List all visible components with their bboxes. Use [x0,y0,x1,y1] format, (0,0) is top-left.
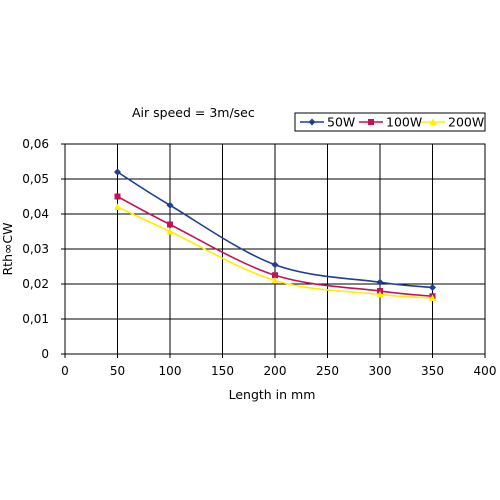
y-tick-label: 0,03 [22,242,49,256]
chart-annotation: Air speed = 3m/sec [132,105,255,120]
y-tick-label: 0 [41,347,49,361]
y-tick-label: 0,06 [22,137,49,151]
data-point [271,261,279,269]
data-point [167,221,173,228]
x-tick-label: 150 [211,364,234,378]
data-series [114,168,436,301]
data-point [376,278,384,286]
data-point [376,291,384,298]
x-tick-label: 200 [264,364,287,378]
legend: 50W 100W 200W [294,112,486,132]
y-tick-label: 0,02 [22,277,49,291]
plot-frame [64,143,486,355]
x-tick-label: 250 [316,364,339,378]
legend-marker [368,119,374,125]
legend-label: 50W [327,115,355,130]
data-point [271,277,279,284]
data-point [114,193,121,200]
x-axis-title: Length in mm [229,387,316,402]
legend-box [294,112,486,132]
data-point [114,168,121,176]
legend-label: 200W [448,115,484,130]
data-point [114,203,121,210]
y-axis-title: Rth∞CW [0,222,15,275]
legend-marker [308,118,316,126]
series-200W [114,203,436,301]
y-tick-label: 0,04 [22,207,49,221]
x-tick-label: 100 [159,364,182,378]
x-tick-label: 300 [369,364,392,378]
data-point [429,294,436,301]
grid [65,144,485,354]
legend-label: 100W [386,115,422,130]
series-50W [114,168,436,291]
y-tick-label: 0,01 [22,312,49,326]
legend-item-100W: 100W [359,115,422,130]
data-point [166,228,174,235]
data-point [166,201,174,209]
x-tick-label: 400 [474,364,497,378]
x-tick-label: 0 [61,364,69,378]
legend-marker [429,118,437,125]
legend-item-200W: 200W [421,115,484,130]
data-point [429,284,436,291]
data-point [272,272,278,279]
y-tick-label: 0,05 [22,172,49,186]
x-tick-label: 350 [421,364,444,378]
axis-ticks: 0 50 100 150 200 250 300 350 400 0 0,01 0,02 0,03 0,0… [22,137,496,378]
legend-item-50W: 50W [300,115,355,130]
x-tick-label: 50 [110,364,125,378]
